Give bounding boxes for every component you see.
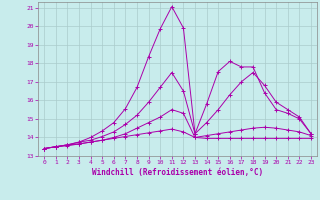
X-axis label: Windchill (Refroidissement éolien,°C): Windchill (Refroidissement éolien,°C): [92, 168, 263, 177]
